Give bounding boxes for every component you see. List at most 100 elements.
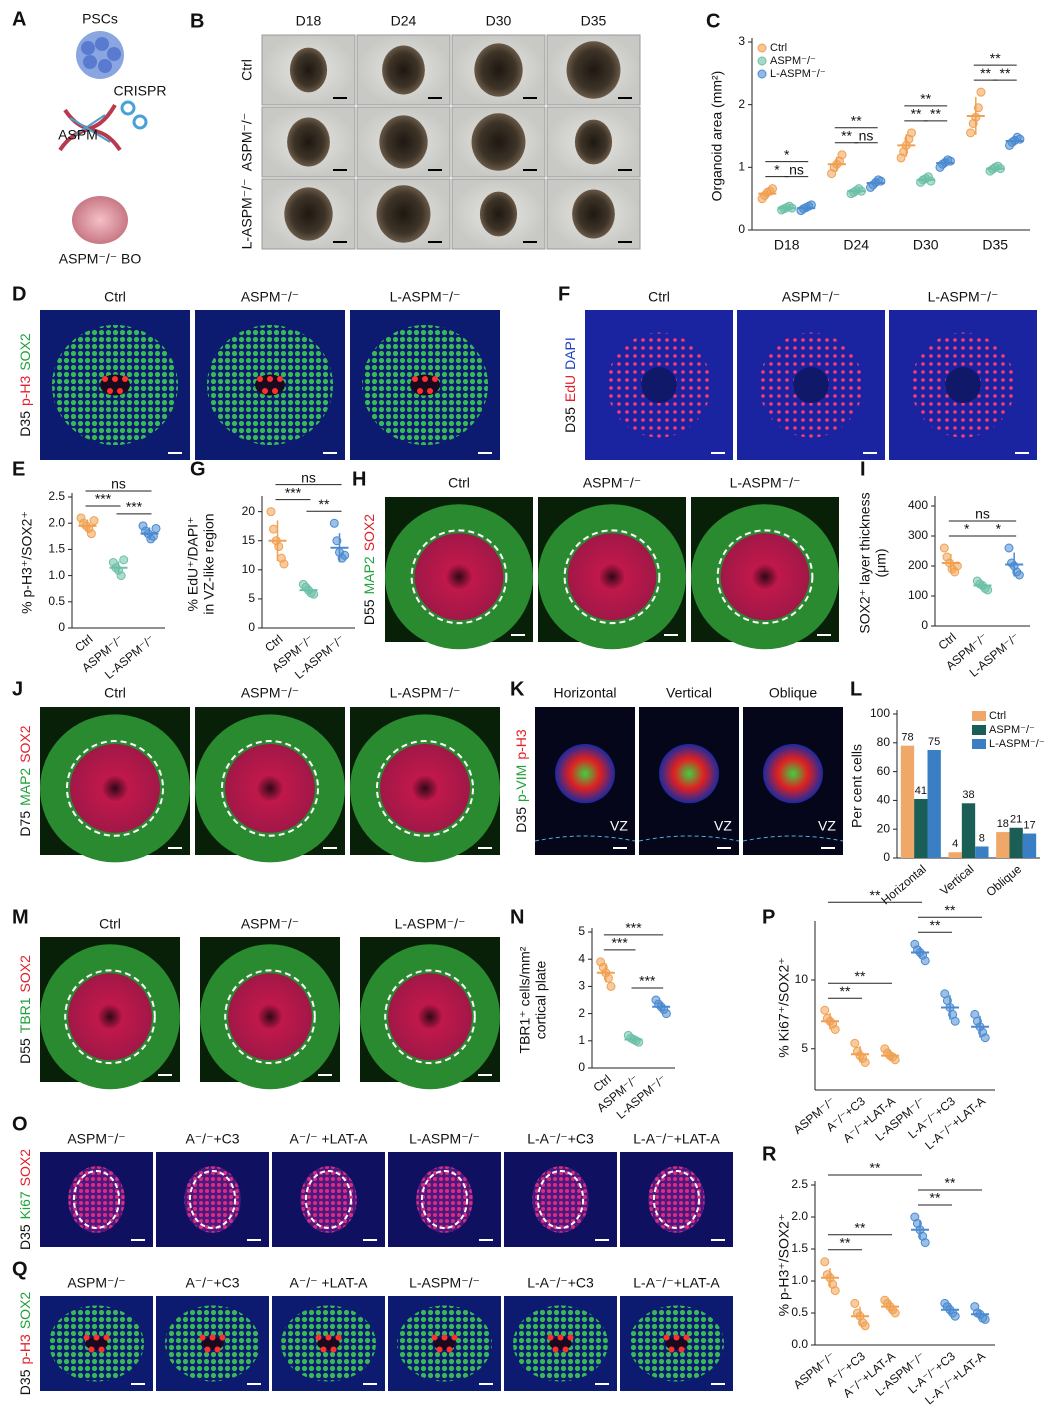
mitotic-cell <box>547 1334 554 1341</box>
legend-marker <box>757 43 767 53</box>
data-point <box>86 529 96 539</box>
micrograph <box>546 178 641 250</box>
y-tick-label: 20 <box>242 504 256 518</box>
bar <box>948 852 962 858</box>
psc-icon <box>76 31 124 79</box>
column-title: Horizontal <box>553 685 616 701</box>
micrograph <box>388 1296 501 1391</box>
column-title: D18 <box>296 13 322 29</box>
mitotic-cell <box>567 1334 574 1341</box>
micrograph <box>451 106 546 178</box>
x-tick-label: D35 <box>982 237 1008 253</box>
mitotic-cell <box>330 1346 337 1353</box>
legend-label: ASPM⁻/⁻ <box>989 724 1035 736</box>
panel-letter: A <box>12 8 26 30</box>
y-tick-label: 1 <box>578 1033 585 1047</box>
micrograph <box>737 310 885 460</box>
data-point <box>1014 570 1024 580</box>
data-point <box>906 128 916 138</box>
row-label: ASPM⁻/⁻ <box>239 113 255 171</box>
value-label: 8 <box>979 832 985 844</box>
x-tick-label: Ctrl <box>262 632 285 655</box>
mitotic-cell <box>557 1334 564 1341</box>
panel-letter: N <box>510 906 524 928</box>
column-title: ASPM⁻/⁻ <box>241 685 299 701</box>
significance-label: *** <box>611 935 628 951</box>
significance-label: *** <box>95 491 112 507</box>
x-tick-label: Vertical <box>937 862 976 898</box>
data-point <box>269 524 279 534</box>
micrograph <box>272 1296 385 1391</box>
bar <box>927 750 941 858</box>
data-point <box>309 589 319 599</box>
mitotic-cell <box>93 1334 100 1341</box>
micrograph <box>40 1296 153 1391</box>
icon-label: CRISPR <box>114 83 167 99</box>
mitotic-cell <box>427 388 433 394</box>
value-label: 21 <box>1010 814 1022 826</box>
vz-outline <box>72 1170 121 1229</box>
column-title: D24 <box>391 13 417 29</box>
stain-name: TBR1 <box>17 997 33 1033</box>
data-point <box>950 1311 960 1321</box>
stain-name: D35 <box>17 1224 33 1250</box>
column-title: ASPM⁻/⁻ <box>241 289 299 305</box>
organoid <box>287 117 330 167</box>
data-point <box>926 176 936 186</box>
significance-label: *** <box>639 973 656 989</box>
micrograph <box>356 106 451 178</box>
stain-name: p-VIM <box>513 765 529 802</box>
panel-letter: Q <box>12 1258 28 1280</box>
organoid <box>284 187 333 241</box>
y-tick-label: 15 <box>242 533 256 547</box>
organoid <box>572 189 615 239</box>
column-title: L-ASPM⁻/⁻ <box>390 685 461 701</box>
column-title: ASPM⁻/⁻ <box>67 1275 125 1291</box>
y-tick-label: 3 <box>578 979 585 993</box>
mitotic-cell <box>112 376 118 382</box>
micrograph <box>385 497 533 650</box>
mitotic-cell <box>199 1334 206 1341</box>
micrograph <box>546 106 641 178</box>
significance-label: ns <box>859 128 874 144</box>
organoid <box>379 115 428 169</box>
stain-name: SOX2 <box>17 1292 33 1330</box>
organoid <box>382 45 425 95</box>
significance-label: ** <box>911 106 922 122</box>
significance-label: * <box>784 146 790 162</box>
panel-letter: M <box>12 906 29 928</box>
x-tick-label: D30 <box>913 237 939 253</box>
icon-label: ASPM <box>58 127 98 143</box>
panel-letter: H <box>352 468 366 490</box>
y-tick-label: 2.5 <box>791 1177 808 1191</box>
y-tick-label: 0 <box>248 620 255 634</box>
lumen <box>945 367 981 403</box>
data-point <box>820 1005 830 1015</box>
legend-label: L-ASPM⁻/⁻ <box>989 738 1045 750</box>
vz-outline <box>376 740 474 837</box>
mitotic-cell <box>214 1346 221 1353</box>
panel-letter: R <box>762 1143 777 1165</box>
legend-label: ASPM⁻/⁻ <box>770 55 816 67</box>
stain-name: MAP2 <box>361 556 377 594</box>
stain-label: D35 p-H3 SOX2 <box>17 1292 33 1396</box>
row-label: Ctrl <box>239 59 255 81</box>
micrograph <box>504 1152 617 1247</box>
y-tick-label: 300 <box>908 528 928 542</box>
stain-name: SOX2 <box>361 514 377 552</box>
stain-name: p-H3 <box>17 1334 33 1365</box>
rosette <box>648 1166 705 1233</box>
y-tick-label: 2 <box>738 97 745 111</box>
stain-name: MAP2 <box>17 768 33 806</box>
column-title: ASPM⁻/⁻ <box>67 1131 125 1147</box>
legend-label: L-ASPM⁻/⁻ <box>770 68 826 80</box>
vz-outline <box>384 969 476 1065</box>
data-point <box>830 1025 840 1034</box>
stain-label: D35 p-H3 SOX2 <box>17 333 33 437</box>
data-point <box>820 1257 830 1267</box>
stain-label: D35 EdU DAPI <box>562 337 578 433</box>
y-tick-label: 1.0 <box>791 1273 808 1287</box>
column-title: ASPM⁻/⁻ <box>782 289 840 305</box>
micrograph <box>200 937 340 1090</box>
data-point <box>837 150 847 160</box>
